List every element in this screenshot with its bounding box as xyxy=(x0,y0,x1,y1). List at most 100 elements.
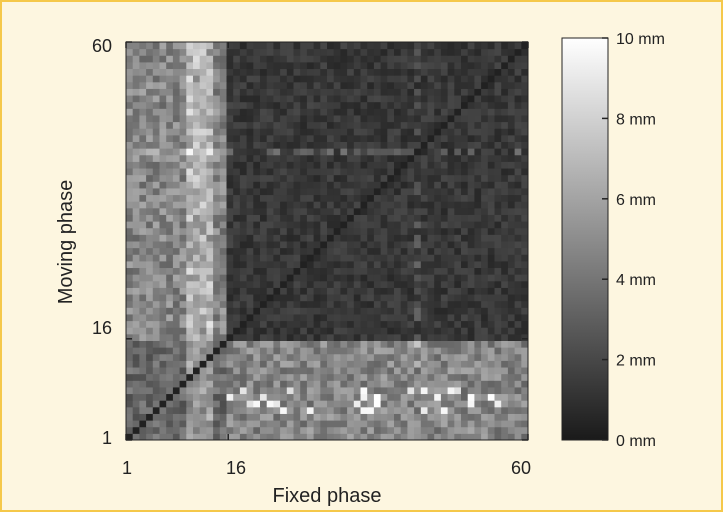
heatmap-cell xyxy=(414,61,422,70)
heatmap-cell xyxy=(126,347,134,355)
heatmap-cell xyxy=(313,221,321,229)
heatmap-cell xyxy=(266,194,274,202)
heatmap-cell xyxy=(367,168,375,176)
heatmap-cell xyxy=(132,201,140,209)
heatmap-cell xyxy=(199,207,207,215)
heatmap-cell xyxy=(239,148,248,156)
heatmap-cell xyxy=(266,353,274,361)
heatmap-cell xyxy=(414,406,422,414)
heatmap-cell xyxy=(394,380,402,388)
heatmap-cell xyxy=(132,347,140,355)
heatmap-cell xyxy=(293,141,301,149)
heatmap-cell xyxy=(380,320,388,328)
heatmap-cell xyxy=(273,75,281,83)
heatmap-cell xyxy=(213,413,221,421)
heatmap-cell xyxy=(132,81,140,89)
heatmap-cell xyxy=(239,221,248,229)
heatmap-cell xyxy=(434,393,442,401)
heatmap-cell xyxy=(394,433,402,441)
heatmap-cell xyxy=(440,393,449,401)
heatmap-cell xyxy=(340,42,348,50)
heatmap-cell xyxy=(327,267,335,275)
heatmap-cell xyxy=(280,55,288,63)
heatmap-cell xyxy=(427,393,435,401)
heatmap-cell xyxy=(394,294,402,302)
heatmap-cell xyxy=(146,433,154,441)
heatmap-cell xyxy=(461,81,469,89)
heatmap-cell xyxy=(427,88,435,96)
heatmap-cell xyxy=(293,154,301,162)
heatmap-cell xyxy=(219,260,227,269)
heatmap-cell xyxy=(481,386,489,395)
heatmap-cell xyxy=(387,360,395,368)
heatmap-cell xyxy=(380,88,388,96)
heatmap-cell xyxy=(266,154,274,162)
heatmap-cell xyxy=(193,88,201,96)
heatmap-cell xyxy=(380,108,388,116)
heatmap-cell xyxy=(146,148,154,156)
heatmap-cell xyxy=(152,260,160,269)
heatmap-cell xyxy=(132,48,140,56)
heatmap-cell xyxy=(273,340,281,348)
heatmap-cell xyxy=(172,201,181,209)
heatmap-cell xyxy=(447,55,455,63)
heatmap-cell xyxy=(213,114,221,123)
heatmap-cell xyxy=(213,353,221,361)
heatmap-cell xyxy=(447,260,455,269)
heatmap-cell xyxy=(333,280,341,288)
heatmap-cell xyxy=(447,187,455,196)
heatmap-cell xyxy=(280,187,288,196)
heatmap-cell xyxy=(246,420,254,428)
heatmap-cell xyxy=(501,360,509,368)
heatmap-cell xyxy=(440,307,449,315)
heatmap-cell xyxy=(380,254,388,262)
heatmap-cell xyxy=(434,214,442,222)
heatmap-cell xyxy=(420,367,428,375)
heatmap-cell xyxy=(487,400,495,408)
heatmap-cell xyxy=(333,214,341,222)
heatmap-cell xyxy=(206,241,214,249)
heatmap-cell xyxy=(146,274,154,282)
heatmap-cell xyxy=(313,327,321,335)
heatmap-cell xyxy=(347,194,355,202)
heatmap-cell xyxy=(501,81,509,89)
heatmap-cell xyxy=(454,128,462,136)
heatmap-cell xyxy=(514,406,522,414)
heatmap-cell xyxy=(233,161,241,169)
heatmap-cell xyxy=(340,313,348,322)
heatmap-cell xyxy=(193,207,201,215)
heatmap-cell xyxy=(487,88,495,96)
heatmap-cell xyxy=(360,406,368,414)
heatmap-cell xyxy=(474,267,482,275)
heatmap-cell xyxy=(420,320,428,328)
heatmap-cell xyxy=(507,181,516,189)
heatmap-cell xyxy=(387,254,395,262)
heatmap-cell xyxy=(327,207,335,215)
heatmap-cell xyxy=(246,360,254,368)
heatmap-cell xyxy=(239,294,248,302)
heatmap-cell xyxy=(273,400,281,408)
heatmap-cell xyxy=(213,134,221,142)
heatmap-cell xyxy=(501,214,509,222)
heatmap-cell xyxy=(373,294,382,302)
heatmap-cell xyxy=(333,260,341,269)
heatmap-cell xyxy=(394,181,402,189)
heatmap-cell xyxy=(260,55,268,63)
heatmap-cell xyxy=(313,114,321,123)
heatmap-cell xyxy=(507,141,516,149)
heatmap-cell xyxy=(327,340,335,348)
heatmap-cell xyxy=(367,207,375,215)
heatmap-cell xyxy=(159,168,167,176)
heatmap-cell xyxy=(260,75,268,83)
heatmap-cell xyxy=(420,42,428,50)
heatmap-cell xyxy=(514,433,522,441)
heatmap-cell xyxy=(306,294,315,302)
heatmap-cell xyxy=(427,400,435,408)
heatmap-cell xyxy=(340,221,348,229)
heatmap-cell xyxy=(487,353,495,361)
heatmap-cell xyxy=(333,181,341,189)
heatmap-cell xyxy=(219,320,227,328)
heatmap-cell xyxy=(260,141,268,149)
heatmap-cell xyxy=(239,320,248,328)
heatmap-cell xyxy=(206,194,214,202)
